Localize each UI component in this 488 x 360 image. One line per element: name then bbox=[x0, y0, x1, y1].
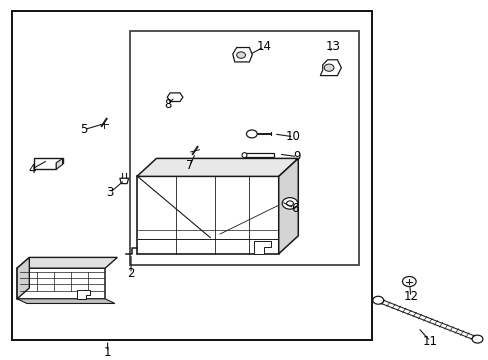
Text: 8: 8 bbox=[163, 98, 171, 111]
Polygon shape bbox=[137, 158, 298, 176]
Polygon shape bbox=[17, 268, 105, 299]
Text: 5: 5 bbox=[80, 123, 88, 136]
Circle shape bbox=[324, 64, 333, 71]
Text: 3: 3 bbox=[106, 186, 114, 199]
Polygon shape bbox=[34, 158, 62, 169]
Polygon shape bbox=[244, 153, 273, 157]
Polygon shape bbox=[120, 178, 128, 184]
Polygon shape bbox=[254, 241, 271, 254]
Text: 4: 4 bbox=[28, 163, 36, 176]
Polygon shape bbox=[17, 257, 117, 268]
Polygon shape bbox=[167, 93, 183, 102]
Text: 12: 12 bbox=[403, 291, 417, 303]
Circle shape bbox=[402, 276, 415, 287]
Text: 10: 10 bbox=[285, 130, 300, 143]
Bar bbox=[129, 31, 359, 265]
Text: 13: 13 bbox=[325, 40, 340, 53]
Circle shape bbox=[372, 296, 383, 304]
Circle shape bbox=[286, 201, 293, 206]
Polygon shape bbox=[278, 158, 298, 254]
Circle shape bbox=[236, 52, 245, 58]
Polygon shape bbox=[17, 257, 29, 299]
Circle shape bbox=[282, 198, 297, 209]
Polygon shape bbox=[56, 158, 62, 169]
Circle shape bbox=[471, 335, 482, 343]
Polygon shape bbox=[137, 176, 278, 254]
Ellipse shape bbox=[242, 153, 246, 158]
Polygon shape bbox=[320, 60, 341, 76]
Polygon shape bbox=[232, 48, 252, 62]
Text: 2: 2 bbox=[127, 267, 135, 280]
Text: 7: 7 bbox=[185, 159, 193, 172]
Text: 14: 14 bbox=[256, 40, 271, 53]
Text: 6: 6 bbox=[290, 202, 298, 215]
Text: 1: 1 bbox=[103, 346, 111, 359]
Polygon shape bbox=[17, 299, 115, 303]
Text: 9: 9 bbox=[293, 150, 301, 163]
Circle shape bbox=[246, 130, 257, 138]
Polygon shape bbox=[77, 290, 90, 299]
Text: 11: 11 bbox=[422, 335, 437, 348]
Bar bbox=[12, 11, 371, 340]
